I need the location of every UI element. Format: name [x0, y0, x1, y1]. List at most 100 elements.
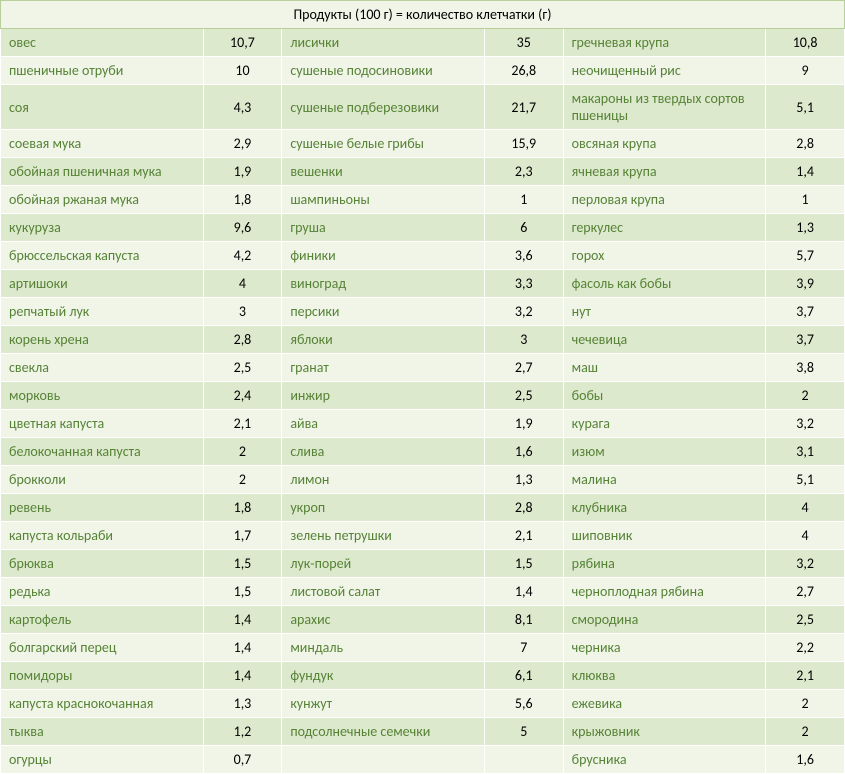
product-name: помидоры	[1, 662, 204, 690]
product-name: лук-порей	[282, 550, 485, 578]
product-name: морковь	[1, 382, 204, 410]
fiber-value: 3	[484, 326, 563, 354]
fiber-value: 2	[766, 690, 845, 718]
product-name: ежевика	[563, 690, 766, 718]
product-name: персики	[282, 298, 485, 326]
fiber-value: 1,3	[203, 690, 282, 718]
fiber-value: 2,5	[484, 382, 563, 410]
product-name: ячневая крупа	[563, 158, 766, 186]
fiber-value: 2,8	[766, 130, 845, 158]
product-name: тыква	[1, 718, 204, 746]
product-name: неочищенный рис	[563, 57, 766, 85]
fiber-value: 21,7	[484, 85, 563, 130]
fiber-value: 1,4	[766, 158, 845, 186]
product-name: сушеные подберезовики	[282, 85, 485, 130]
product-name: брокколи	[1, 466, 204, 494]
table-title: Продукты (100 г) = количество клетчатки …	[1, 1, 845, 29]
product-name: брюссельская капуста	[1, 242, 204, 270]
fiber-table: Продукты (100 г) = количество клетчатки …	[0, 0, 845, 774]
fiber-value: 1,2	[203, 718, 282, 746]
product-name: айва	[282, 410, 485, 438]
fiber-value: 2	[766, 718, 845, 746]
fiber-value: 2,2	[766, 634, 845, 662]
product-name: белокочанная капуста	[1, 438, 204, 466]
fiber-value: 2	[203, 438, 282, 466]
fiber-value: 1,9	[484, 410, 563, 438]
fiber-value: 2,8	[484, 494, 563, 522]
product-name: овсяная крупа	[563, 130, 766, 158]
fiber-value: 10,7	[203, 29, 282, 57]
product-name: клюква	[563, 662, 766, 690]
fiber-value: 8,1	[484, 606, 563, 634]
fiber-value: 1	[766, 186, 845, 214]
product-name: бобы	[563, 382, 766, 410]
fiber-value: 4,2	[203, 242, 282, 270]
product-name: шампиньоны	[282, 186, 485, 214]
fiber-value: 0,7	[203, 746, 282, 774]
product-name: яблоки	[282, 326, 485, 354]
table-row: соевая мука2,9сушеные белые грибы15,9овс…	[1, 130, 845, 158]
table-row: овес10,7лисички35гречневая крупа10,8	[1, 29, 845, 57]
fiber-value: 1,8	[203, 494, 282, 522]
table-row: кукуруза9,6груша6геркулес1,3	[1, 214, 845, 242]
fiber-value: 1,5	[203, 578, 282, 606]
product-name: кунжут	[282, 690, 485, 718]
fiber-value: 5	[484, 718, 563, 746]
table-row: репчатый лук3персики3,2нут3,7	[1, 298, 845, 326]
product-name: соевая мука	[1, 130, 204, 158]
fiber-value: 1,7	[203, 522, 282, 550]
product-name: черноплодная рябина	[563, 578, 766, 606]
fiber-value: 3	[203, 298, 282, 326]
fiber-value: 1,5	[484, 550, 563, 578]
product-name: изюм	[563, 438, 766, 466]
product-name: подсолнечные семечки	[282, 718, 485, 746]
product-name: гранат	[282, 354, 485, 382]
table-row: огурцы0,7брусника1,6	[1, 746, 845, 774]
fiber-value: 1,4	[203, 634, 282, 662]
product-name: черника	[563, 634, 766, 662]
table-row: брокколи2лимон1,3малина5,1	[1, 466, 845, 494]
fiber-value: 2,1	[766, 662, 845, 690]
product-name: виноград	[282, 270, 485, 298]
product-name: нут	[563, 298, 766, 326]
fiber-value: 1,9	[203, 158, 282, 186]
product-name: инжир	[282, 382, 485, 410]
fiber-value: 3,7	[766, 326, 845, 354]
product-name: вешенки	[282, 158, 485, 186]
product-name: ревень	[1, 494, 204, 522]
fiber-value: 1	[484, 186, 563, 214]
fiber-value: 3,2	[484, 298, 563, 326]
product-name: картофель	[1, 606, 204, 634]
fiber-value: 10	[203, 57, 282, 85]
fiber-value: 5,1	[766, 466, 845, 494]
product-name: укроп	[282, 494, 485, 522]
product-name: миндаль	[282, 634, 485, 662]
table-row: ревень1,8укроп2,8клубника4	[1, 494, 845, 522]
product-name: пшеничные отруби	[1, 57, 204, 85]
product-name: артишоки	[1, 270, 204, 298]
table-row: морковь2,4инжир2,5бобы2	[1, 382, 845, 410]
product-name: лимон	[282, 466, 485, 494]
fiber-value: 4	[766, 522, 845, 550]
fiber-value: 1,3	[766, 214, 845, 242]
fiber-value: 4	[766, 494, 845, 522]
fiber-value: 2,5	[203, 354, 282, 382]
table-row: пшеничные отруби10сушеные подосиновики26…	[1, 57, 845, 85]
table-row: капуста краснокочанная1,3кунжут5,6ежевик…	[1, 690, 845, 718]
fiber-value: 3,9	[766, 270, 845, 298]
fiber-value: 1,5	[203, 550, 282, 578]
fiber-value	[484, 746, 563, 774]
product-name: горох	[563, 242, 766, 270]
fiber-value: 2,1	[484, 522, 563, 550]
table-row: обойная пшеничная мука1,9вешенки2,3ячнев…	[1, 158, 845, 186]
product-name: лисички	[282, 29, 485, 57]
table-row: болгарский перец1,4миндаль7черника2,2	[1, 634, 845, 662]
product-name: клубника	[563, 494, 766, 522]
fiber-value: 2,7	[766, 578, 845, 606]
fiber-value: 1,6	[766, 746, 845, 774]
product-name: обойная ржаная мука	[1, 186, 204, 214]
table-row: обойная ржаная мука1,8шампиньоны1перлова…	[1, 186, 845, 214]
product-name: капуста краснокочанная	[1, 690, 204, 718]
product-name: репчатый лук	[1, 298, 204, 326]
product-name: цветная капуста	[1, 410, 204, 438]
